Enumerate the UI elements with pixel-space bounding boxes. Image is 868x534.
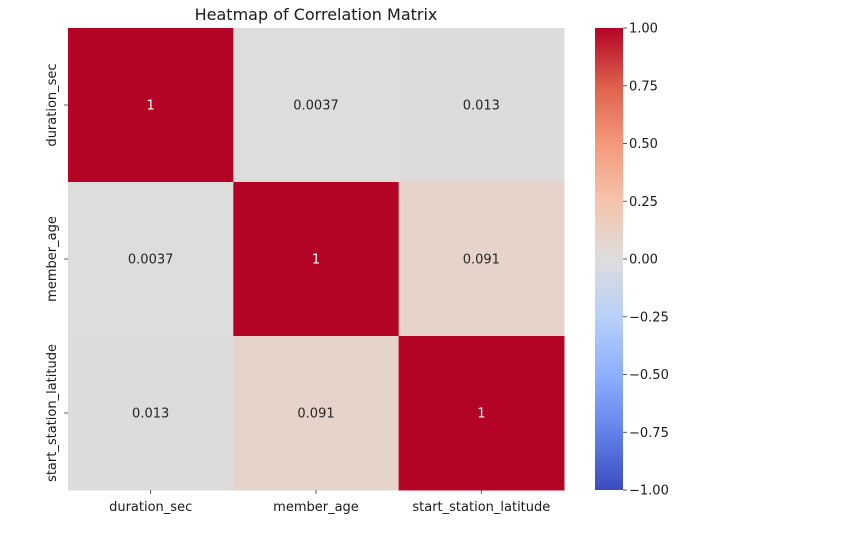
- colorbar-tick-label: 0.75: [629, 79, 658, 94]
- heatmap-cell: [68, 28, 234, 183]
- y-tick-label: duration_sec: [45, 63, 60, 146]
- heatmap-cell: [398, 336, 565, 491]
- colorbar-tick-label: −0.50: [629, 368, 669, 383]
- x-tick-label: duration_sec: [109, 500, 192, 515]
- heatmap-cell: [233, 182, 400, 337]
- heatmap-cell: [233, 336, 400, 491]
- cell-value-label: 0.013: [463, 99, 500, 114]
- cell-value-label: 0.0037: [293, 99, 339, 114]
- colorbar-tick-label: −0.25: [629, 310, 669, 325]
- colorbar-tick-label: 1.00: [629, 22, 658, 37]
- cell-value-label: 0.091: [463, 253, 500, 268]
- colorbar-tick-label: 0.25: [629, 195, 658, 210]
- x-axis-ticks: duration_sec member_age start_station_lati…: [109, 490, 550, 515]
- cell-value-label: 1: [147, 99, 155, 114]
- y-axis-ticks: duration_sec member_age start_station_lati…: [45, 63, 68, 482]
- x-tick-label: member_age: [273, 500, 359, 515]
- colorbar-ticks: −1.00 −0.75 −0.50 −0.25 0.00 0.25 0.50 0.75 1.00: [623, 22, 669, 499]
- y-tick-label: start_station_latitude: [45, 344, 60, 482]
- heatmap-cell: [233, 28, 400, 183]
- colorbar-tick-label: 0.50: [629, 137, 658, 152]
- colorbar-tick-label: −1.00: [629, 484, 669, 499]
- x-tick-label: start_station_latitude: [412, 500, 550, 515]
- heatmap-cell: [68, 182, 234, 337]
- cell-value-label: 1: [312, 253, 320, 268]
- heatmap-cells: 1 0.0037 0.013 0.0037 1 0.091 0.013 0.091 1: [68, 28, 565, 491]
- y-tick-label: member_age: [45, 216, 60, 302]
- heatmap-cell: [68, 336, 234, 491]
- colorbar-tick-label: 0.00: [629, 253, 658, 268]
- cell-value-label: 0.0037: [128, 253, 174, 268]
- chart-title: Heatmap of Correlation Matrix: [195, 5, 438, 24]
- colorbar-tick-label: −0.75: [629, 426, 669, 441]
- heatmap-cell: [398, 182, 565, 337]
- colorbar: [595, 28, 623, 490]
- cell-value-label: 0.013: [132, 407, 169, 422]
- heatmap-cell: [398, 28, 565, 183]
- cell-value-label: 1: [477, 407, 485, 422]
- cell-value-label: 0.091: [297, 407, 334, 422]
